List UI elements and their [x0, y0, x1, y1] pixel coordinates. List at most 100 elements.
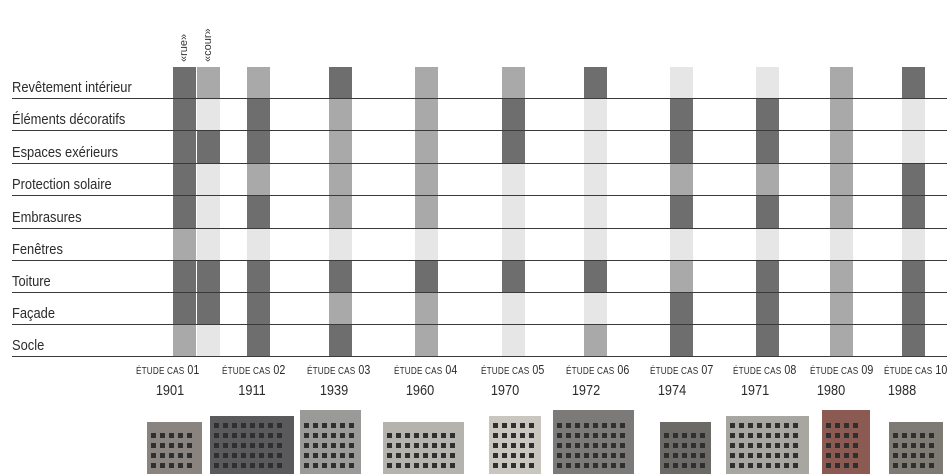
case-label: ÉTUDE CAS 01	[136, 362, 199, 377]
building-photo	[145, 405, 204, 474]
matrix-cell	[502, 164, 525, 196]
case-number: 04	[445, 362, 458, 377]
matrix-cell	[830, 99, 853, 131]
matrix-cell	[173, 99, 196, 131]
matrix-cell	[670, 99, 693, 131]
case-number: 09	[861, 362, 874, 377]
matrix-cell	[329, 99, 352, 131]
matrix-cell	[197, 196, 220, 229]
matrix-cell	[830, 164, 853, 196]
matrix-cell	[197, 261, 220, 293]
matrix-cell	[830, 67, 853, 99]
matrix-cell	[415, 164, 438, 196]
case-prefix: ÉTUDE CAS	[810, 366, 859, 377]
matrix-cell	[670, 164, 693, 196]
row-divider	[12, 356, 947, 357]
case-year: 1972	[571, 382, 601, 399]
matrix-cell	[756, 99, 779, 131]
row-divider	[12, 228, 947, 229]
matrix-cell	[173, 67, 196, 99]
matrix-cell	[670, 325, 693, 357]
matrix-cell	[173, 164, 196, 196]
matrix-cell	[197, 164, 220, 196]
matrix-cell	[415, 131, 438, 164]
matrix-cell	[902, 293, 925, 325]
matrix-cell	[670, 131, 693, 164]
case-label: ÉTUDE CAS 10	[884, 362, 947, 377]
matrix-cell	[247, 99, 270, 131]
matrix-cell	[415, 196, 438, 229]
matrix-cell	[756, 196, 779, 229]
matrix-cell	[756, 229, 779, 261]
case-year: 1939	[319, 382, 349, 399]
case-prefix: ÉTUDE CAS	[733, 366, 782, 377]
row-divider	[12, 130, 947, 131]
row-label: Espaces exérieurs	[12, 144, 119, 161]
matrix-cell	[756, 164, 779, 196]
matrix-cell	[247, 164, 270, 196]
matrix-cell	[670, 261, 693, 293]
row-label: Embrasures	[12, 209, 82, 226]
matrix-cell	[197, 131, 220, 164]
matrix-cell	[329, 229, 352, 261]
matrix-cell	[670, 67, 693, 99]
matrix-cell	[670, 293, 693, 325]
matrix-cell	[584, 99, 607, 131]
row-divider	[12, 163, 947, 164]
row-label: Fenêtres	[12, 241, 63, 258]
matrix-cell	[902, 325, 925, 357]
matrix-cell	[415, 229, 438, 261]
building-photo	[487, 405, 543, 474]
case-prefix: ÉTUDE CAS	[650, 366, 699, 377]
matrix-cell	[502, 99, 525, 131]
matrix-cell	[502, 325, 525, 357]
case-prefix: ÉTUDE CAS	[481, 366, 530, 377]
matrix-cell	[830, 293, 853, 325]
building-photo	[298, 405, 363, 474]
matrix-cell	[329, 164, 352, 196]
matrix-cell	[329, 67, 352, 99]
matrix-cell	[902, 131, 925, 164]
matrix-cell	[247, 325, 270, 357]
matrix-cell	[247, 196, 270, 229]
case-label: ÉTUDE CAS 05	[481, 362, 544, 377]
matrix-cell	[902, 229, 925, 261]
case-prefix: ÉTUDE CAS	[307, 366, 356, 377]
matrix-cell	[584, 293, 607, 325]
matrix-cell	[502, 67, 525, 99]
row-label: Éléments décoratifs	[12, 111, 126, 128]
matrix-cell	[670, 229, 693, 261]
matrix-cell	[584, 196, 607, 229]
case-number: 03	[358, 362, 371, 377]
case-number: 07	[701, 362, 714, 377]
matrix-cell	[756, 131, 779, 164]
case-number: 06	[617, 362, 630, 377]
matrix-cell	[415, 293, 438, 325]
matrix-cell	[830, 196, 853, 229]
matrix-cell	[502, 131, 525, 164]
row-divider	[12, 324, 947, 325]
row-label: Socle	[12, 337, 45, 354]
case-label: ÉTUDE CAS 04	[394, 362, 457, 377]
case-year: 1911	[238, 382, 266, 399]
matrix-cell	[197, 293, 220, 325]
matrix-cell	[415, 99, 438, 131]
case-prefix: ÉTUDE CAS	[136, 366, 185, 377]
matrix-cell	[756, 67, 779, 99]
row-divider	[12, 195, 947, 196]
case-year: 1974	[657, 382, 687, 399]
matrix-cell	[329, 293, 352, 325]
case-label: ÉTUDE CAS 06	[566, 362, 629, 377]
building-photo	[820, 405, 872, 474]
annotation-cour: «cour»	[202, 28, 214, 62]
matrix-cell	[584, 229, 607, 261]
matrix-cell	[584, 325, 607, 357]
case-year: 1980	[816, 382, 846, 399]
matrix-cell	[329, 325, 352, 357]
matrix-cell	[502, 261, 525, 293]
case-number: 10	[935, 362, 947, 377]
building-photo	[724, 405, 811, 474]
matrix-cell	[756, 261, 779, 293]
row-label: Façade	[12, 305, 56, 322]
case-prefix: ÉTUDE CAS	[222, 366, 271, 377]
